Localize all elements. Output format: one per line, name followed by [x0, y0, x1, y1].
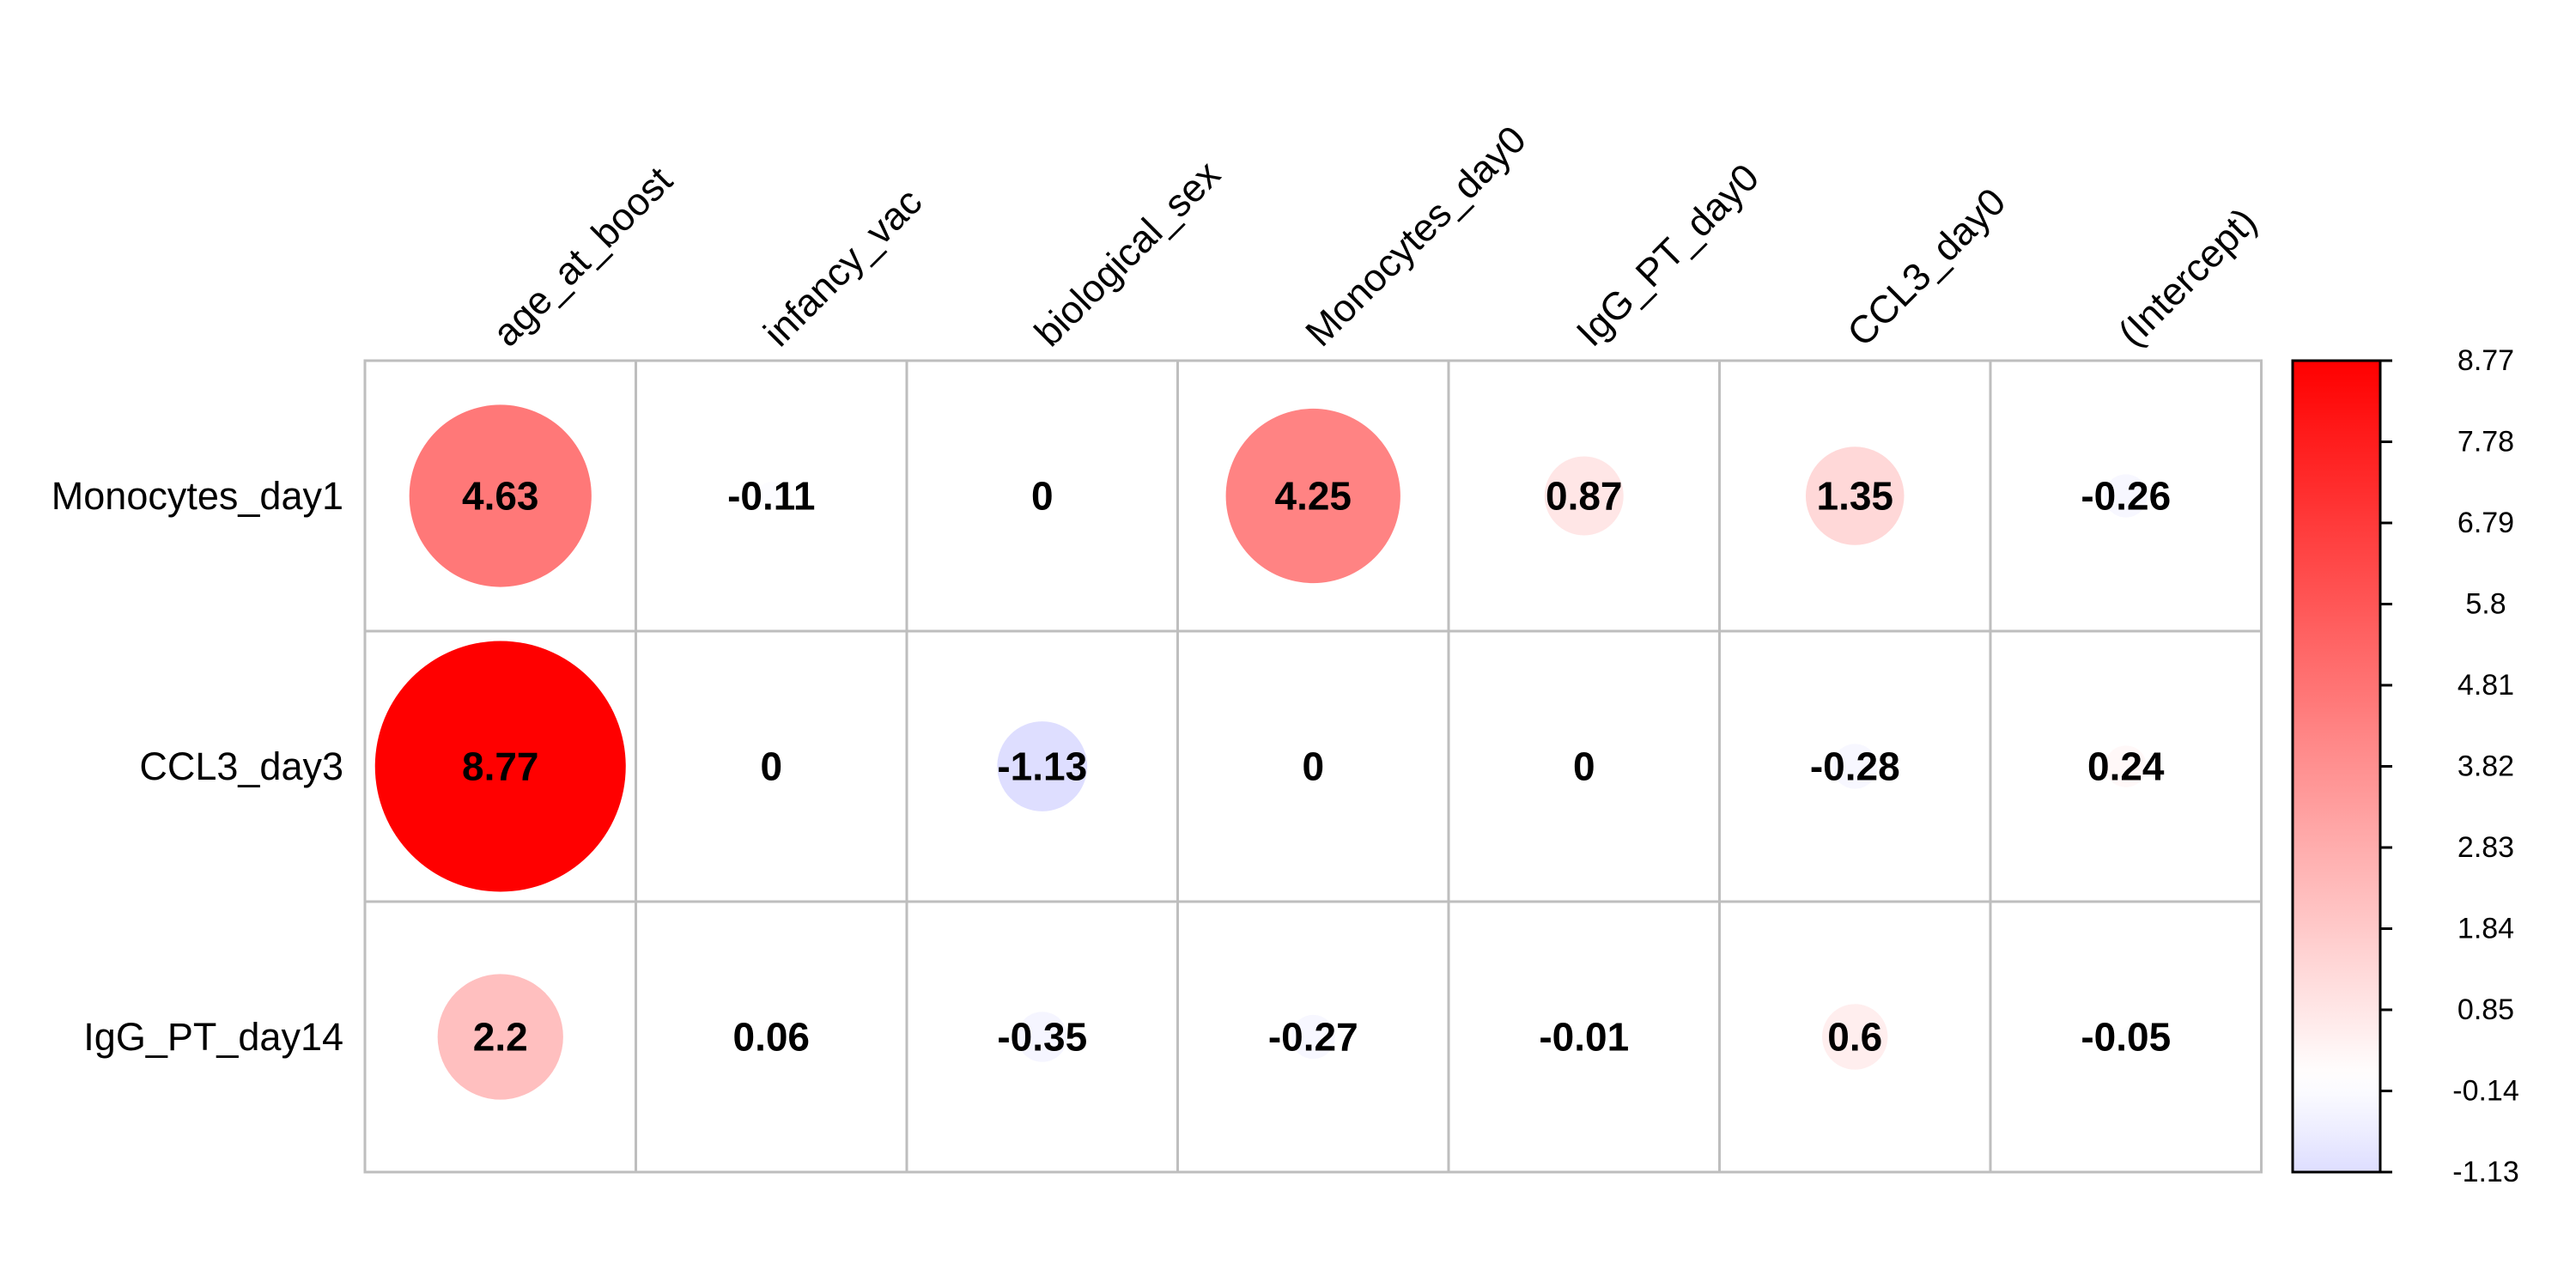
colorbar-tick-label: 7.78: [2458, 426, 2514, 459]
colorbar-tick-label: -0.14: [2452, 1075, 2519, 1108]
circle-IgG_PT_day14-IgG_PT_day0: [1579, 1032, 1589, 1042]
cell-label-CCL3_day3-CCL3_day0: -0.28: [1810, 744, 1900, 789]
row-label-CCL3_day3: CCL3_day3: [139, 744, 343, 788]
circle-CCL3_day3-age_at_boost: [374, 641, 626, 892]
circle-Monocytes_day1-infancy_vac: [756, 482, 786, 510]
cell-label-CCL3_day3-infancy_vac: 0: [760, 744, 782, 789]
cell-label-Monocytes_day1-age_at_boost: 4.63: [462, 474, 539, 519]
colorbar-tick-label: 3.82: [2458, 750, 2514, 783]
cell-label-Monocytes_day1-IgG_PT_day0: 0.87: [1546, 474, 1623, 519]
colorbar-tick-label: 1.84: [2458, 913, 2514, 945]
column-label-IgG_PT_day0: IgG_PT_day0: [1568, 155, 1767, 355]
circle-Monocytes_day1-IgG_PT_day0: [1544, 456, 1624, 536]
cell-label-CCL3_day3-(Intercept): 0.24: [2087, 744, 2165, 789]
cell-label-IgG_PT_day14-(Intercept): -0.05: [2081, 1015, 2171, 1060]
colorbar-tick-label: 0.85: [2458, 993, 2514, 1026]
circle-Monocytes_day1-Monocytes_day0: [1225, 408, 1400, 584]
circle-IgG_PT_day14-CCL3_day0: [1822, 1004, 1888, 1070]
column-label-CCL3_day0: CCL3_day0: [1838, 179, 2014, 355]
circle-IgG_PT_day14-Monocytes_day0: [1291, 1014, 1335, 1060]
grid-border: [363, 359, 2263, 1174]
circle-IgG_PT_day14-infancy_vac: [761, 1026, 782, 1048]
colorbar-tick-label: -1.13: [2452, 1156, 2519, 1188]
colorbar-tick-label: 6.79: [2458, 507, 2514, 539]
column-label-infancy_vac: infancy_vac: [755, 179, 930, 355]
colorbar-legend: 8.77 7.78 6.79 5.8 4.81 3.82 2.83 1.84 0.85 -0.14…: [2291, 344, 2519, 1188]
circle-CCL3_day3-CCL3_day0: [1832, 744, 1878, 789]
colorbar-tick-label: 4.81: [2458, 669, 2514, 702]
circle-IgG_PT_day14-age_at_boost: [437, 974, 563, 1100]
circle-CCL3_day3-biological_sex: [997, 721, 1088, 811]
cell-label-Monocytes_day1-infancy_vac: -0.11: [727, 474, 815, 519]
cell-label-CCL3_day3-Monocytes_day0: 0: [1302, 744, 1324, 789]
cell-label-CCL3_day3-age_at_boost: 8.77: [462, 744, 539, 789]
circle-CCL3_day3-(Intercept): [2105, 745, 2147, 787]
row-label-Monocytes_day1: Monocytes_day1: [52, 474, 343, 518]
circle-Monocytes_day1-(Intercept): [2104, 474, 2148, 518]
cell-label-IgG_PT_day14-biological_sex: -0.35: [997, 1015, 1087, 1060]
column-label-(Intercept): (Intercept): [2110, 199, 2265, 355]
cell-label-CCL3_day3-IgG_PT_day0: 0: [1573, 744, 1595, 789]
circle-Monocytes_day1-CCL3_day0: [1805, 447, 1905, 545]
cell-label-Monocytes_day1-(Intercept): -0.26: [2081, 474, 2171, 519]
cell-label-IgG_PT_day14-age_at_boost: 2.2: [473, 1015, 528, 1060]
cell-label-CCL3_day3-biological_sex: -1.13: [997, 744, 1087, 789]
circle-Monocytes_day1-age_at_boost: [409, 404, 592, 587]
circle-IgG_PT_day14-(Intercept): [2116, 1027, 2136, 1047]
cell-label-Monocytes_day1-CCL3_day0: 1.35: [1816, 474, 1893, 519]
colorbar-tick-label: 8.77: [2458, 344, 2514, 377]
grid-layer: [363, 359, 2263, 1174]
circle-IgG_PT_day14-biological_sex: [1017, 1012, 1067, 1062]
column-label-age_at_boost: age_at_boost: [484, 158, 681, 355]
column-label-biological_sex: biological_sex: [1026, 152, 1229, 355]
row-label-layer: Monocytes_day1 CCL3_day3 IgG_PT_day14: [52, 474, 343, 1059]
cell-label-IgG_PT_day14-CCL3_day0: 0.6: [1827, 1015, 1882, 1060]
cell-label-IgG_PT_day14-IgG_PT_day0: -0.01: [1539, 1015, 1629, 1060]
column-label-Monocytes_day0: Monocytes_day0: [1297, 117, 1534, 355]
cell-label-IgG_PT_day14-infancy_vac: 0.06: [732, 1015, 810, 1060]
cell-label-IgG_PT_day14-Monocytes_day0: -0.27: [1268, 1015, 1358, 1060]
colorbar-tick-label: 5.8: [2465, 588, 2506, 621]
cell-label-Monocytes_day1-Monocytes_day0: 4.25: [1274, 474, 1352, 519]
colorbar-tick-label: 2.83: [2458, 831, 2514, 864]
cell-label-layer: 4.63 -0.11 0 4.25 0.87 1.35 -0.26 8.77 0 -1.13 0 0 -…: [462, 474, 2171, 1060]
colorbar-gradient: [2293, 361, 2380, 1172]
column-label-layer: age_at_boost infancy_vac biological_sex Mon…: [484, 117, 2265, 355]
circle-layer: [374, 404, 2148, 1100]
cell-label-Monocytes_day1-biological_sex: 0: [1031, 474, 1054, 519]
row-label-IgG_PT_day14: IgG_PT_day14: [83, 1015, 343, 1059]
